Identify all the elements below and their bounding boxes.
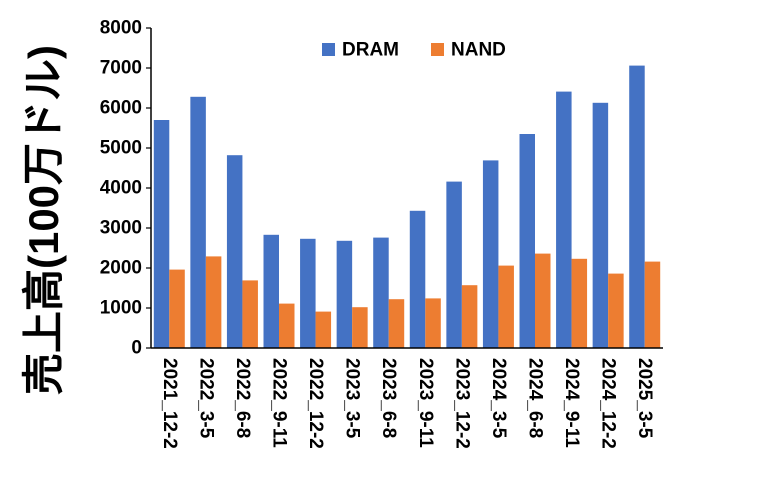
y-tick-label: 8000 [100, 18, 142, 39]
bar-nand-2022_9-11 [279, 303, 295, 348]
y-tick-label: 5000 [100, 138, 142, 159]
bar-nand-2022_3-5 [205, 256, 222, 348]
legend-swatch-dram [322, 43, 335, 56]
bar-dram-2025_3-5 [629, 65, 645, 348]
bar-dram-2024_9-11 [556, 91, 572, 348]
x-tick-label: 2022_9-11 [269, 358, 290, 448]
y-tick-label: 6000 [100, 98, 142, 119]
bar-dram-2021_12-2 [153, 120, 170, 348]
bar-nand-2023_6-8 [388, 299, 405, 348]
bar-nand-2025_3-5 [644, 261, 661, 348]
x-tick-label: 2023_12-2 [451, 358, 472, 449]
legend-label-dram: DRAM [342, 40, 399, 61]
x-tick-label: 2021_12-2 [159, 358, 180, 449]
bar-nand-2024_12-2 [608, 273, 624, 348]
bar-nand-2023_9-11 [425, 298, 441, 348]
x-tick-label: 2024_9-11 [561, 358, 582, 448]
bar-dram-2023_6-8 [373, 237, 389, 348]
bar-nand-2024_6-8 [535, 253, 551, 348]
bar-dram-2022_9-11 [263, 234, 279, 348]
y-tick-label: 0 [131, 338, 142, 359]
bar-nand-2024_9-11 [571, 258, 588, 348]
legend: DRAM NAND [322, 40, 506, 61]
bar-dram-2022_12-2 [300, 238, 316, 348]
bar-dram-2023_12-2 [446, 181, 462, 348]
x-tick-label: 2022_3-5 [195, 358, 216, 439]
bar-nand-2023_12-2 [461, 285, 478, 348]
x-tick-label: 2023_6-8 [378, 358, 399, 438]
legend-label-nand: NAND [451, 40, 506, 61]
bar-nand-2024_3-5 [498, 265, 514, 348]
bar-dram-2023_3-5 [336, 240, 353, 348]
x-tick-label: 2022_6-8 [232, 358, 253, 438]
bar-dram-2024_3-5 [482, 160, 499, 348]
x-tick-label: 2024_12-2 [598, 358, 619, 449]
bar-dram-2024_6-8 [519, 134, 535, 348]
x-tick-label: 2022_12-2 [305, 358, 326, 449]
plot-area [153, 65, 661, 348]
x-tick-label: 2024_6-8 [525, 358, 546, 438]
bar-nand-2021_12-2 [169, 269, 185, 348]
legend-swatch-nand [431, 43, 444, 56]
x-tick-label: 2024_3-5 [488, 358, 509, 439]
y-tick-label: 3000 [100, 218, 142, 239]
y-axis-label: 売上高(100万ドル) [20, 45, 67, 395]
y-tick-label: 4000 [100, 178, 142, 199]
x-tick-label: 2023_3-5 [342, 358, 363, 439]
bar-dram-2022_3-5 [190, 96, 206, 348]
x-tick-label: 2025_3-5 [634, 358, 655, 439]
y-tick-label: 2000 [100, 258, 142, 279]
bar-nand-2022_12-2 [315, 311, 332, 348]
axes: 2021_12-2 2022_3-5 2022_6-8 2022_9-11 2022_1… [100, 18, 663, 449]
bar-nand-2023_3-5 [352, 307, 368, 348]
bar-dram-2024_12-2 [592, 102, 609, 348]
bar-dram-2022_6-8 [226, 155, 243, 348]
bar-dram-2023_9-11 [409, 210, 426, 348]
x-tick-label: 2023_9-11 [415, 358, 436, 448]
y-tick-label: 1000 [100, 298, 142, 319]
y-tick-label: 7000 [100, 58, 142, 79]
bar-nand-2022_6-8 [242, 280, 258, 348]
